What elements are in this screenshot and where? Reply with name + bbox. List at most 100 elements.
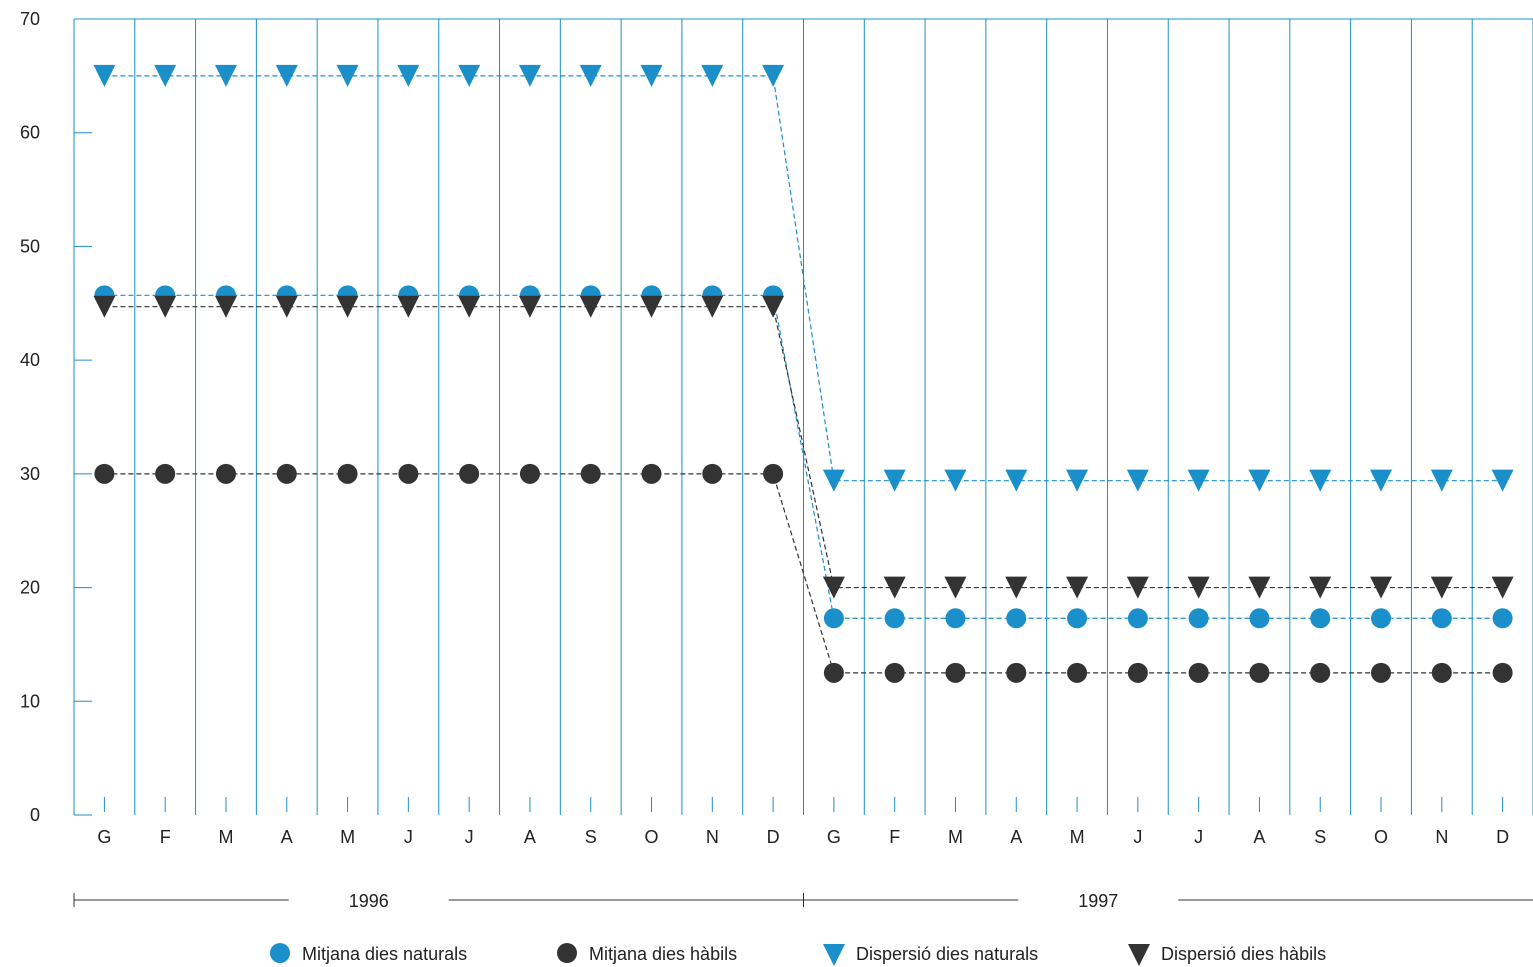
x-tick-label: F [160,827,171,847]
x-tick-label: N [706,827,719,847]
y-axis: 0 10 20 30 40 50 60 70 [20,9,92,825]
x-tick-label: D [767,827,780,847]
series-line [104,75,1503,482]
data-point [398,463,419,484]
data-point [1187,576,1210,599]
x-tick-label: S [585,827,597,847]
data-point [93,295,116,318]
legend-label: Mitjana dies hàbils [589,944,737,964]
data-point [1430,469,1453,492]
data-point [640,295,663,318]
grid [73,18,1533,815]
x-tick-label: O [1374,827,1388,847]
year-brackets: 1996 1997 [73,891,1533,911]
x-tick-label: N [1435,827,1448,847]
legend-marker [823,944,845,966]
data-point [518,295,541,318]
data-point [945,662,966,683]
data-point [883,576,906,599]
data-point [154,295,177,318]
x-tick-label: M [340,827,355,847]
data-point [1310,608,1331,629]
data-point [337,463,358,484]
data-point [1371,662,1392,683]
data-point [275,64,298,87]
y-tick-label: 30 [20,464,40,484]
data-point [154,64,177,87]
x-tick-label: J [465,827,474,847]
x-tick-label: M [218,827,233,847]
data-point [214,295,237,318]
data-point [94,463,115,484]
data-point [1249,608,1270,629]
legend-item: Dispersió dies hàbils [1128,944,1326,966]
data-point [1491,576,1514,599]
series-3 [93,64,1514,492]
legend-label: Mitjana dies naturals [302,944,467,964]
x-tick-label: D [1496,827,1509,847]
data-point [1067,662,1088,683]
data-point [944,469,967,492]
data-point [1248,576,1271,599]
series-2 [94,463,1513,683]
y-tick-label: 20 [20,578,40,598]
data-point [214,64,237,87]
data-point [640,64,663,87]
x-tick-label: G [827,827,841,847]
data-point [1248,469,1271,492]
data-point [1066,469,1089,492]
legend-label: Dispersió dies hàbils [1161,944,1326,964]
legend-marker [557,943,577,963]
data-point [1431,608,1452,629]
data-point [1249,662,1270,683]
data-point [580,463,601,484]
data-point [1370,576,1393,599]
data-point [1127,662,1148,683]
data-point [823,662,844,683]
data-point [275,295,298,318]
data-point [1309,469,1332,492]
data-point [1492,662,1513,683]
data-point [1310,662,1331,683]
x-tick-label: A [1010,827,1022,847]
data-point [1126,576,1149,599]
series-line [104,294,1503,619]
series-group [93,64,1514,683]
year-label: 1997 [1078,891,1118,911]
data-point [763,463,784,484]
data-point [641,463,662,484]
data-point [1431,662,1452,683]
legend-item: Mitjana dies hàbils [557,943,737,964]
data-point [944,576,967,599]
data-point [701,295,724,318]
y-tick-label: 40 [20,350,40,370]
data-point [459,463,480,484]
data-point [519,463,540,484]
data-point [1492,608,1513,629]
data-point [458,64,481,87]
data-point [1188,662,1209,683]
legend: Mitjana dies naturals Mitjana dies hàbils… [270,943,1326,966]
data-point [762,64,785,87]
legend-item: Dispersió dies naturals [823,944,1038,966]
x-tick-label: J [404,827,413,847]
x-tick-label: A [524,827,536,847]
data-point [397,295,420,318]
data-point [762,295,785,318]
data-point [1187,469,1210,492]
legend-item: Mitjana dies naturals [270,943,467,964]
x-tick-label: M [1070,827,1085,847]
data-point [701,64,724,87]
data-point [945,608,966,629]
data-point [579,295,602,318]
y-tick-label: 10 [20,691,40,711]
data-point [884,608,905,629]
x-tick-label: G [97,827,111,847]
data-point [336,64,359,87]
y-tick-label: 50 [20,236,40,256]
data-point [1126,469,1149,492]
data-point [458,295,481,318]
data-point [276,463,297,484]
data-point [883,469,906,492]
